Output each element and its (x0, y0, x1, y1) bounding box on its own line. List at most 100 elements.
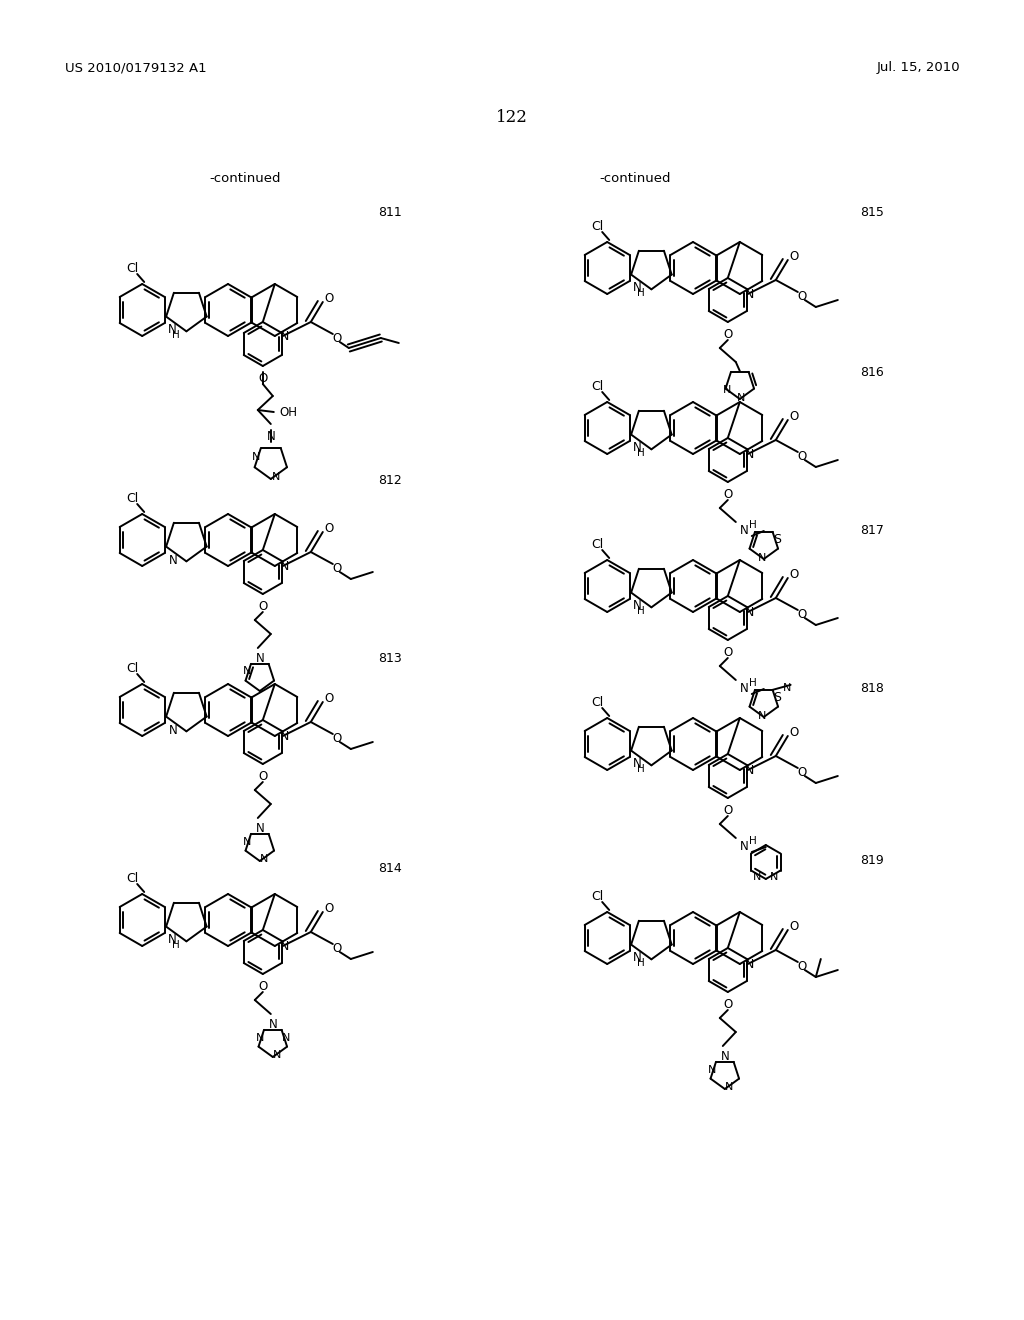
Text: O: O (258, 599, 267, 612)
Text: O: O (797, 450, 807, 463)
Text: N: N (268, 1018, 278, 1031)
Text: N: N (737, 393, 745, 403)
Text: N: N (753, 871, 762, 882)
Text: H: H (749, 836, 757, 846)
Text: N: N (633, 281, 641, 294)
Text: N: N (281, 730, 290, 742)
Text: N: N (708, 1065, 716, 1074)
Text: N: N (745, 957, 755, 970)
Text: O: O (332, 333, 341, 346)
Text: N: N (255, 652, 264, 664)
Text: N: N (168, 933, 176, 946)
Text: H: H (637, 606, 644, 615)
Text: Cl: Cl (591, 696, 603, 709)
Text: O: O (790, 920, 799, 933)
Text: -continued: -continued (599, 172, 671, 185)
Text: N: N (758, 711, 767, 721)
Text: N: N (281, 560, 290, 573)
Text: O: O (258, 979, 267, 993)
Text: O: O (325, 523, 334, 536)
Text: N: N (721, 1049, 729, 1063)
Text: N: N (252, 453, 260, 462)
Text: S: S (773, 533, 781, 546)
Text: Cl: Cl (126, 261, 138, 275)
Text: N: N (745, 606, 755, 619)
Text: 819: 819 (860, 854, 884, 866)
Text: H: H (172, 330, 179, 339)
Text: N: N (255, 821, 264, 834)
Text: S: S (773, 690, 781, 704)
Text: N: N (169, 725, 178, 738)
Text: O: O (790, 411, 799, 424)
Text: 816: 816 (860, 366, 884, 379)
Text: N: N (739, 840, 749, 853)
Text: 815: 815 (860, 206, 884, 219)
Text: O: O (325, 293, 334, 305)
Text: 812: 812 (378, 474, 401, 487)
Text: O: O (797, 961, 807, 974)
Text: 814: 814 (378, 862, 401, 874)
Text: O: O (723, 645, 732, 659)
Text: N: N (633, 441, 641, 454)
Text: N: N (168, 323, 176, 337)
Text: N: N (271, 473, 281, 482)
Text: Cl: Cl (126, 491, 138, 504)
Text: H: H (637, 764, 644, 774)
Text: O: O (332, 942, 341, 956)
Text: H: H (749, 520, 757, 531)
Text: N: N (782, 682, 791, 693)
Text: -continued: -continued (209, 172, 281, 185)
Text: N: N (745, 288, 755, 301)
Text: OH: OH (280, 405, 298, 418)
Text: N: N (281, 940, 290, 953)
Text: Cl: Cl (126, 871, 138, 884)
Text: O: O (790, 251, 799, 264)
Text: 813: 813 (378, 652, 401, 664)
Text: O: O (325, 903, 334, 916)
Text: O: O (797, 609, 807, 622)
Text: N: N (739, 524, 749, 536)
Text: Cl: Cl (126, 661, 138, 675)
Text: O: O (332, 562, 341, 576)
Text: H: H (172, 940, 179, 949)
Text: N: N (260, 854, 268, 865)
Text: O: O (325, 693, 334, 705)
Text: N: N (723, 385, 732, 395)
Text: N: N (266, 429, 275, 442)
Text: O: O (258, 770, 267, 783)
Text: US 2010/0179132 A1: US 2010/0179132 A1 (65, 62, 207, 74)
Text: O: O (723, 487, 732, 500)
Text: 122: 122 (496, 110, 528, 127)
Text: O: O (797, 767, 807, 780)
Text: Jul. 15, 2010: Jul. 15, 2010 (877, 62, 961, 74)
Text: 817: 817 (860, 524, 884, 536)
Text: N: N (282, 1032, 290, 1043)
Text: Cl: Cl (591, 380, 603, 392)
Text: N: N (725, 1082, 733, 1093)
Text: N: N (243, 837, 251, 847)
Text: N: N (745, 447, 755, 461)
Text: O: O (332, 733, 341, 746)
Text: N: N (770, 871, 778, 882)
Text: 811: 811 (378, 206, 401, 219)
Text: N: N (169, 554, 178, 568)
Text: O: O (723, 998, 732, 1011)
Text: N: N (281, 330, 290, 342)
Text: Cl: Cl (591, 537, 603, 550)
Text: O: O (790, 569, 799, 582)
Text: N: N (273, 1051, 282, 1060)
Text: Cl: Cl (591, 219, 603, 232)
Text: N: N (243, 667, 251, 676)
Text: N: N (633, 599, 641, 612)
Text: H: H (637, 958, 644, 968)
Text: N: N (255, 1032, 264, 1043)
Text: N: N (633, 756, 641, 770)
Text: O: O (723, 327, 732, 341)
Text: H: H (749, 678, 757, 688)
Text: O: O (258, 371, 267, 384)
Text: N: N (739, 681, 749, 694)
Text: O: O (790, 726, 799, 739)
Text: Cl: Cl (591, 890, 603, 903)
Text: 818: 818 (860, 681, 884, 694)
Text: O: O (723, 804, 732, 817)
